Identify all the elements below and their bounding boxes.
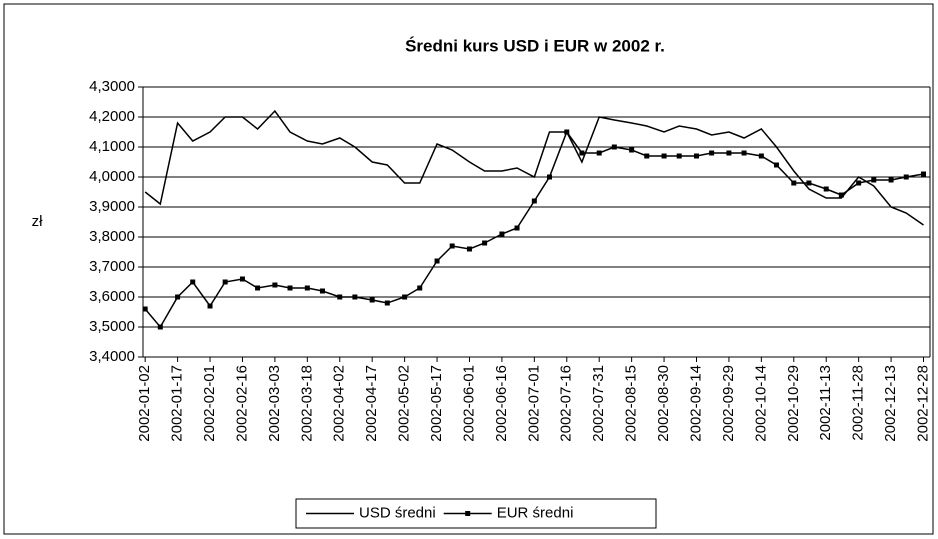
series-marker bbox=[466, 246, 472, 252]
x-tick-label: 2002-07-31 bbox=[590, 365, 607, 442]
series-marker bbox=[546, 174, 552, 180]
series-marker bbox=[709, 150, 715, 156]
series-marker bbox=[644, 153, 650, 159]
x-tick-label: 2002-02-01 bbox=[201, 365, 218, 442]
series-marker bbox=[531, 198, 537, 204]
series-marker bbox=[791, 180, 797, 186]
x-tick-label: 2002-08-15 bbox=[623, 365, 640, 442]
x-tick-label: 2002-10-14 bbox=[752, 365, 769, 442]
chart-frame bbox=[3, 3, 934, 535]
x-tick-label: 2002-05-02 bbox=[396, 365, 413, 442]
y-tick-label: 4,0000 bbox=[89, 168, 135, 185]
x-tick-label: 2002-11-28 bbox=[850, 365, 867, 441]
x-tick-label: 2002-07-16 bbox=[558, 365, 575, 442]
series-marker bbox=[758, 153, 764, 159]
series-line bbox=[144, 109, 924, 226]
x-tick-label: 2002-12-28 bbox=[914, 365, 931, 442]
x-tick-label: 2002-01-02 bbox=[136, 365, 153, 442]
series-marker bbox=[142, 306, 148, 312]
y-tick-label: 3,6000 bbox=[89, 288, 135, 305]
series-marker bbox=[157, 324, 163, 330]
series-marker bbox=[903, 174, 909, 180]
series-marker bbox=[239, 276, 245, 282]
y-tick-label: 4,1000 bbox=[89, 138, 135, 155]
series-marker bbox=[871, 177, 877, 183]
series-marker bbox=[693, 153, 699, 159]
x-tick-label: 2002-02-16 bbox=[233, 365, 250, 442]
x-tick-label: 2002-08-30 bbox=[655, 365, 672, 442]
y-tick-label: 3,8000 bbox=[89, 228, 135, 245]
x-tick-label: 2002-06-01 bbox=[460, 365, 477, 442]
series-marker bbox=[207, 303, 213, 309]
x-tick-label: 2002-05-17 bbox=[428, 365, 445, 442]
x-tick-label: 2002-12-13 bbox=[882, 365, 899, 442]
series-marker bbox=[255, 285, 261, 291]
series-marker bbox=[888, 177, 894, 183]
series-marker bbox=[823, 186, 829, 192]
series-marker bbox=[417, 285, 423, 291]
y-tick-label: 3,9000 bbox=[89, 198, 135, 215]
series-marker bbox=[806, 180, 812, 186]
series-marker bbox=[337, 294, 343, 300]
legend-marker bbox=[465, 511, 471, 516]
series-marker bbox=[175, 294, 181, 300]
series-marker bbox=[499, 231, 505, 237]
legend-label: USD średni bbox=[359, 504, 436, 521]
series-marker bbox=[629, 147, 635, 153]
y-axis-label: zł bbox=[32, 213, 44, 230]
series-marker bbox=[676, 153, 682, 159]
series-marker bbox=[402, 294, 408, 300]
series-marker bbox=[287, 285, 293, 291]
x-tick-label: 2002-03-03 bbox=[266, 365, 283, 442]
series-marker bbox=[434, 258, 440, 264]
series-marker bbox=[741, 150, 747, 156]
series-marker bbox=[856, 180, 862, 186]
series-marker bbox=[319, 288, 325, 294]
series-marker bbox=[222, 279, 228, 285]
x-tick-label: 2002-04-17 bbox=[363, 365, 380, 442]
series-marker bbox=[482, 240, 488, 246]
x-tick-label: 2002-04-02 bbox=[331, 365, 348, 442]
series-marker bbox=[596, 150, 602, 156]
x-tick-label: 2002-11-13 bbox=[817, 365, 834, 441]
series-marker bbox=[352, 294, 358, 300]
x-tick-label: 2002-01-17 bbox=[169, 365, 186, 442]
x-tick-label: 2002-09-14 bbox=[687, 365, 704, 442]
x-tick-label: 2002-09-29 bbox=[720, 365, 737, 442]
y-tick-label: 3,7000 bbox=[89, 258, 135, 275]
y-tick-label: 3,4000 bbox=[89, 348, 135, 365]
x-tick-label: 2002-10-29 bbox=[785, 365, 802, 442]
series-marker bbox=[304, 285, 310, 291]
x-tick-label: 2002-06-16 bbox=[493, 365, 510, 442]
series-marker bbox=[369, 297, 375, 303]
y-tick-label: 4,3000 bbox=[89, 78, 135, 95]
chart-title: Średni kurs USD i EUR w 2002 r. bbox=[405, 36, 665, 55]
x-tick-label: 2002-03-18 bbox=[298, 365, 315, 442]
series-marker bbox=[514, 225, 520, 231]
series-marker bbox=[726, 150, 732, 156]
series-marker bbox=[773, 162, 779, 168]
series-marker bbox=[564, 129, 570, 135]
series-marker bbox=[272, 282, 278, 288]
y-tick-label: 4,2000 bbox=[89, 108, 135, 125]
series-marker bbox=[838, 192, 844, 198]
series-marker bbox=[921, 171, 927, 177]
x-tick-label: 2002-07-01 bbox=[525, 365, 542, 442]
y-tick-label: 3,5000 bbox=[89, 318, 135, 335]
series-marker bbox=[611, 144, 617, 150]
series-marker bbox=[190, 279, 196, 285]
series-marker bbox=[661, 153, 667, 159]
series-marker bbox=[384, 300, 390, 306]
series-marker bbox=[579, 150, 585, 156]
series-marker bbox=[449, 243, 455, 249]
legend-label: EUR średni bbox=[497, 504, 574, 521]
